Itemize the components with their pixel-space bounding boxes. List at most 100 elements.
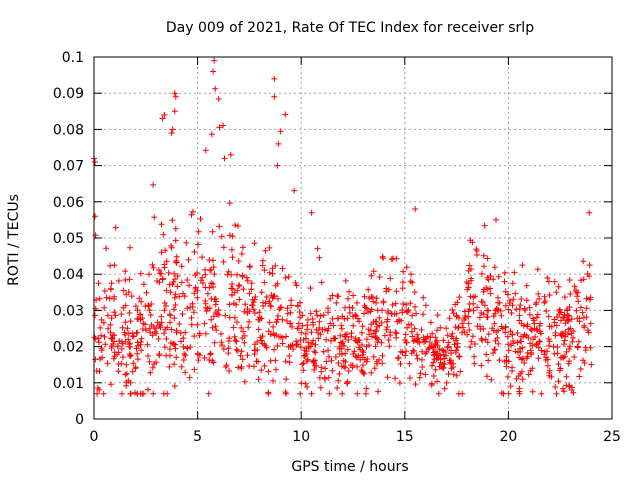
- data-point: [92, 213, 98, 220]
- data-point: [363, 305, 370, 312]
- data-point: [230, 324, 237, 331]
- data-point: [156, 322, 163, 329]
- data-point: [173, 253, 180, 260]
- data-point: [101, 304, 108, 311]
- data-point: [371, 365, 378, 372]
- data-point: [504, 333, 511, 340]
- data-point: [340, 357, 347, 364]
- data-point: [465, 313, 472, 320]
- data-point: [570, 334, 576, 341]
- data-point: [502, 323, 509, 330]
- data-point: [224, 271, 231, 278]
- data-point: [234, 347, 241, 354]
- data-point: [205, 390, 212, 397]
- data-point: [304, 384, 311, 390]
- data-point: [146, 307, 153, 314]
- data-point: [586, 209, 593, 216]
- data-point: [239, 356, 246, 363]
- data-point: [176, 293, 183, 300]
- data-point: [251, 310, 258, 317]
- data-point: [271, 292, 278, 299]
- data-point: [553, 390, 560, 397]
- data-point: [100, 390, 107, 397]
- data-point: [538, 390, 545, 397]
- data-point: [111, 309, 118, 316]
- data-point: [527, 340, 534, 347]
- data-point: [295, 303, 301, 310]
- data-point: [379, 352, 386, 359]
- data-point: [517, 338, 524, 345]
- data-point: [314, 312, 321, 319]
- data-point: [470, 307, 477, 314]
- data-point: [437, 356, 444, 363]
- data-point: [446, 343, 452, 350]
- data-point: [510, 340, 517, 347]
- data-point: [502, 302, 509, 309]
- data-point: [553, 322, 560, 329]
- data-point: [555, 378, 562, 385]
- data-point: [352, 312, 359, 318]
- data-point: [248, 286, 255, 293]
- data-point: [581, 322, 588, 329]
- data-point: [504, 373, 511, 380]
- data-point: [133, 345, 140, 352]
- data-point: [169, 126, 176, 133]
- data-point: [283, 333, 289, 340]
- data-point: [235, 258, 242, 264]
- data-point: [444, 332, 451, 339]
- data-point: [528, 349, 535, 356]
- data-point: [190, 309, 197, 316]
- data-point: [183, 239, 190, 246]
- data-point: [337, 332, 344, 339]
- data-point: [95, 339, 102, 346]
- data-point: [221, 155, 228, 162]
- data-point: [91, 334, 98, 341]
- data-point: [440, 364, 447, 371]
- data-point: [432, 366, 439, 373]
- data-point: [168, 130, 175, 137]
- data-point: [485, 331, 492, 338]
- data-point: [209, 357, 216, 364]
- y-tick-label: 0.02: [53, 340, 84, 356]
- data-point: [285, 343, 292, 350]
- data-point: [411, 348, 417, 354]
- data-point: [567, 291, 574, 297]
- data-point: [240, 328, 247, 335]
- data-point: [226, 368, 233, 374]
- data-point: [226, 200, 233, 207]
- data-point: [279, 316, 286, 323]
- data-point: [253, 358, 260, 365]
- data-point: [507, 383, 514, 390]
- data-point: [161, 330, 167, 337]
- data-point: [443, 325, 450, 332]
- data-point: [181, 351, 188, 357]
- data-point: [480, 252, 487, 259]
- data-point: [406, 360, 413, 367]
- data-point: [212, 323, 219, 330]
- data-point: [274, 342, 281, 349]
- data-point: [358, 329, 365, 336]
- data-point: [434, 327, 441, 334]
- data-point: [195, 357, 202, 364]
- data-point: [546, 338, 553, 345]
- data-point: [491, 264, 498, 271]
- data-point: [554, 350, 561, 357]
- data-point: [167, 289, 174, 296]
- data-point: [178, 263, 185, 270]
- data-point: [166, 346, 173, 352]
- data-point: [575, 298, 582, 305]
- data-point: [487, 273, 494, 279]
- data-point: [372, 343, 379, 350]
- data-point: [448, 347, 455, 354]
- data-point: [321, 326, 328, 333]
- data-point: [342, 277, 349, 284]
- data-point: [453, 312, 460, 319]
- data-point: [345, 337, 352, 343]
- data-point: [133, 329, 140, 336]
- data-point: [511, 269, 518, 276]
- data-point: [325, 347, 331, 354]
- data-point: [460, 324, 467, 331]
- data-point: [466, 306, 473, 313]
- data-point: [559, 385, 566, 392]
